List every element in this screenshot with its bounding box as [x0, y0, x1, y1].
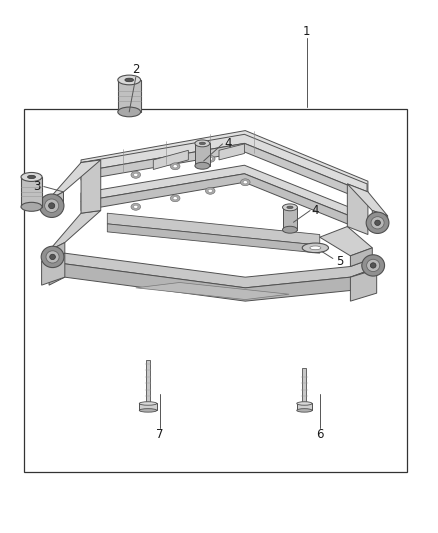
- Bar: [195, 143, 210, 166]
- Ellipse shape: [131, 204, 141, 211]
- Polygon shape: [350, 248, 372, 266]
- Bar: [297, 403, 312, 410]
- Ellipse shape: [297, 409, 312, 412]
- Text: 2: 2: [132, 63, 140, 76]
- Ellipse shape: [118, 107, 141, 117]
- Polygon shape: [81, 131, 368, 195]
- Polygon shape: [219, 144, 244, 160]
- Text: 4: 4: [224, 138, 232, 150]
- Ellipse shape: [170, 163, 180, 170]
- Polygon shape: [320, 227, 372, 256]
- Ellipse shape: [173, 197, 177, 200]
- Ellipse shape: [205, 156, 215, 162]
- Polygon shape: [372, 211, 388, 227]
- Polygon shape: [81, 143, 367, 201]
- Ellipse shape: [283, 204, 297, 211]
- Polygon shape: [42, 253, 65, 285]
- Polygon shape: [136, 282, 289, 300]
- Ellipse shape: [139, 402, 157, 405]
- Polygon shape: [81, 160, 101, 213]
- Ellipse shape: [173, 165, 177, 168]
- Ellipse shape: [46, 251, 59, 263]
- Ellipse shape: [374, 220, 380, 225]
- Polygon shape: [49, 211, 101, 251]
- Ellipse shape: [118, 75, 141, 85]
- Ellipse shape: [131, 171, 141, 178]
- Ellipse shape: [21, 173, 42, 181]
- Polygon shape: [81, 134, 367, 193]
- Ellipse shape: [240, 179, 250, 186]
- Ellipse shape: [310, 246, 321, 249]
- Ellipse shape: [199, 142, 205, 144]
- Polygon shape: [81, 165, 367, 223]
- Bar: [146, 360, 150, 404]
- Text: 7: 7: [156, 428, 164, 441]
- Ellipse shape: [208, 189, 212, 192]
- Polygon shape: [48, 192, 64, 212]
- Text: 3: 3: [34, 180, 41, 193]
- Ellipse shape: [243, 181, 247, 184]
- Ellipse shape: [205, 187, 215, 194]
- Bar: [139, 403, 157, 410]
- Polygon shape: [49, 264, 372, 301]
- Ellipse shape: [39, 194, 64, 217]
- Bar: [302, 368, 307, 404]
- Polygon shape: [49, 253, 372, 288]
- Ellipse shape: [139, 409, 157, 412]
- Ellipse shape: [49, 203, 55, 208]
- Ellipse shape: [370, 263, 376, 268]
- Ellipse shape: [195, 163, 210, 169]
- Ellipse shape: [283, 227, 297, 233]
- Polygon shape: [347, 184, 368, 235]
- Ellipse shape: [367, 260, 380, 272]
- Polygon shape: [81, 174, 367, 232]
- Text: 6: 6: [316, 428, 324, 441]
- FancyBboxPatch shape: [21, 177, 42, 207]
- FancyBboxPatch shape: [118, 80, 141, 112]
- Polygon shape: [107, 213, 320, 245]
- Bar: [283, 207, 297, 230]
- Ellipse shape: [195, 140, 210, 147]
- Polygon shape: [347, 184, 388, 216]
- Polygon shape: [350, 269, 377, 301]
- Ellipse shape: [125, 78, 134, 82]
- Ellipse shape: [371, 217, 384, 229]
- Polygon shape: [107, 224, 320, 253]
- Ellipse shape: [28, 175, 35, 179]
- Polygon shape: [153, 150, 188, 169]
- Ellipse shape: [362, 255, 385, 276]
- Ellipse shape: [49, 254, 55, 260]
- Polygon shape: [48, 160, 101, 200]
- Ellipse shape: [41, 246, 64, 268]
- Text: 4: 4: [311, 204, 319, 217]
- Ellipse shape: [21, 203, 42, 211]
- Bar: [24, 109, 407, 472]
- Ellipse shape: [134, 173, 138, 176]
- Ellipse shape: [208, 157, 212, 160]
- Text: 5: 5: [336, 255, 343, 268]
- Ellipse shape: [134, 205, 138, 208]
- Polygon shape: [49, 243, 65, 261]
- Ellipse shape: [170, 195, 180, 201]
- Ellipse shape: [287, 206, 293, 208]
- Ellipse shape: [302, 243, 328, 253]
- Ellipse shape: [45, 199, 59, 213]
- Text: 1: 1: [303, 26, 311, 38]
- Ellipse shape: [297, 402, 312, 405]
- Ellipse shape: [366, 212, 389, 233]
